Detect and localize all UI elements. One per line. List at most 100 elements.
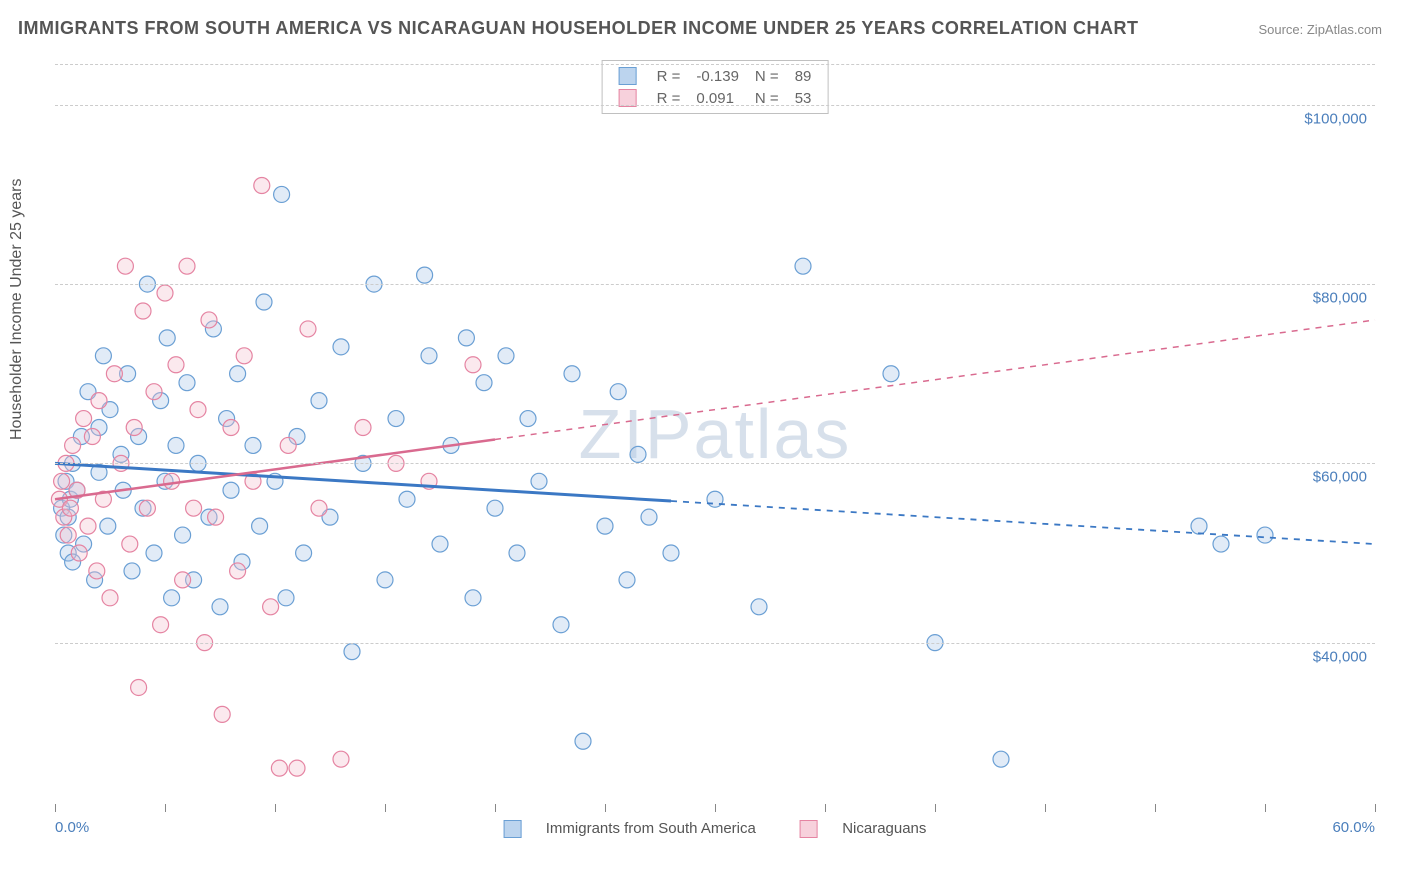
- data-point: [122, 536, 138, 552]
- data-point: [80, 518, 96, 534]
- data-point: [102, 590, 118, 606]
- trend-line-dashed: [495, 320, 1375, 440]
- data-point: [1257, 527, 1273, 543]
- data-point: [146, 545, 162, 561]
- legend-bottom-label-b: Nicaraguans: [842, 820, 926, 837]
- data-point: [71, 545, 87, 561]
- data-point: [883, 366, 899, 382]
- data-point: [465, 590, 481, 606]
- scatter-chart: [55, 60, 1375, 840]
- source-label: Source: ZipAtlas.com: [1258, 22, 1382, 37]
- data-point: [157, 285, 173, 301]
- x-tick: [1265, 804, 1266, 812]
- x-tick: [1155, 804, 1156, 812]
- data-point: [498, 348, 514, 364]
- data-point: [208, 509, 224, 525]
- grid-line: [55, 463, 1375, 464]
- legend-bottom-item-a: Immigrants from South America: [494, 820, 770, 837]
- swatch-bottom-b: [800, 820, 818, 838]
- y-tick-label: $40,000: [1313, 648, 1367, 665]
- y-tick-label: $100,000: [1304, 110, 1367, 127]
- n-label-a: N =: [747, 65, 787, 87]
- data-point: [100, 518, 116, 534]
- swatch-bottom-a: [504, 820, 522, 838]
- legend-top: R = -0.139 N = 89 R = 0.091 N = 53: [602, 60, 829, 114]
- x-tick: [825, 804, 826, 812]
- data-point: [641, 509, 657, 525]
- data-point: [230, 366, 246, 382]
- data-point: [62, 500, 78, 516]
- data-point: [263, 599, 279, 615]
- data-point: [597, 518, 613, 534]
- data-point: [333, 339, 349, 355]
- data-point: [201, 312, 217, 328]
- data-point: [553, 617, 569, 633]
- data-point: [146, 384, 162, 400]
- x-tick: [935, 804, 936, 812]
- grid-line: [55, 643, 1375, 644]
- x-tick: [165, 804, 166, 812]
- x-tick: [715, 804, 716, 812]
- data-point: [95, 348, 111, 364]
- swatch-series-a: [619, 67, 637, 85]
- data-point: [300, 321, 316, 337]
- data-point: [1213, 536, 1229, 552]
- data-point: [164, 590, 180, 606]
- data-point: [795, 258, 811, 274]
- x-max-label: 60.0%: [1332, 819, 1375, 836]
- data-point: [175, 527, 191, 543]
- data-point: [311, 393, 327, 409]
- data-point: [124, 563, 140, 579]
- r-value-a: -0.139: [688, 65, 747, 87]
- data-point: [564, 366, 580, 382]
- data-point: [610, 384, 626, 400]
- data-point: [751, 599, 767, 615]
- data-point: [91, 393, 107, 409]
- data-point: [168, 437, 184, 453]
- r-label-a: R =: [649, 65, 689, 87]
- data-point: [223, 482, 239, 498]
- data-point: [388, 411, 404, 427]
- legend-bottom-label-a: Immigrants from South America: [546, 820, 756, 837]
- data-point: [289, 760, 305, 776]
- x-tick: [275, 804, 276, 812]
- data-point: [1191, 518, 1207, 534]
- legend-bottom: Immigrants from South America Nicaraguan…: [484, 820, 947, 838]
- data-point: [126, 420, 142, 436]
- data-point: [417, 267, 433, 283]
- data-point: [60, 527, 76, 543]
- data-point: [344, 644, 360, 660]
- data-point: [84, 428, 100, 444]
- grid-line: [55, 105, 1375, 106]
- data-point: [280, 437, 296, 453]
- y-tick-label: $60,000: [1313, 469, 1367, 486]
- x-tick: [385, 804, 386, 812]
- data-point: [230, 563, 246, 579]
- x-tick: [55, 804, 56, 812]
- data-point: [256, 294, 272, 310]
- x-tick: [1045, 804, 1046, 812]
- data-point: [54, 473, 70, 489]
- data-point: [76, 411, 92, 427]
- data-point: [575, 733, 591, 749]
- data-point: [254, 177, 270, 193]
- data-point: [190, 402, 206, 418]
- data-point: [159, 330, 175, 346]
- data-point: [296, 545, 312, 561]
- data-point: [377, 572, 393, 588]
- grid-line: [55, 64, 1375, 65]
- data-point: [175, 572, 191, 588]
- chart-title: IMMIGRANTS FROM SOUTH AMERICA VS NICARAG…: [18, 18, 1139, 39]
- data-point: [135, 303, 151, 319]
- data-point: [421, 348, 437, 364]
- data-point: [993, 751, 1009, 767]
- data-point: [531, 473, 547, 489]
- data-point: [487, 500, 503, 516]
- y-tick-label: $80,000: [1313, 290, 1367, 307]
- data-point: [333, 751, 349, 767]
- data-point: [214, 706, 230, 722]
- x-tick: [495, 804, 496, 812]
- data-point: [311, 500, 327, 516]
- data-point: [65, 437, 81, 453]
- x-tick: [1375, 804, 1376, 812]
